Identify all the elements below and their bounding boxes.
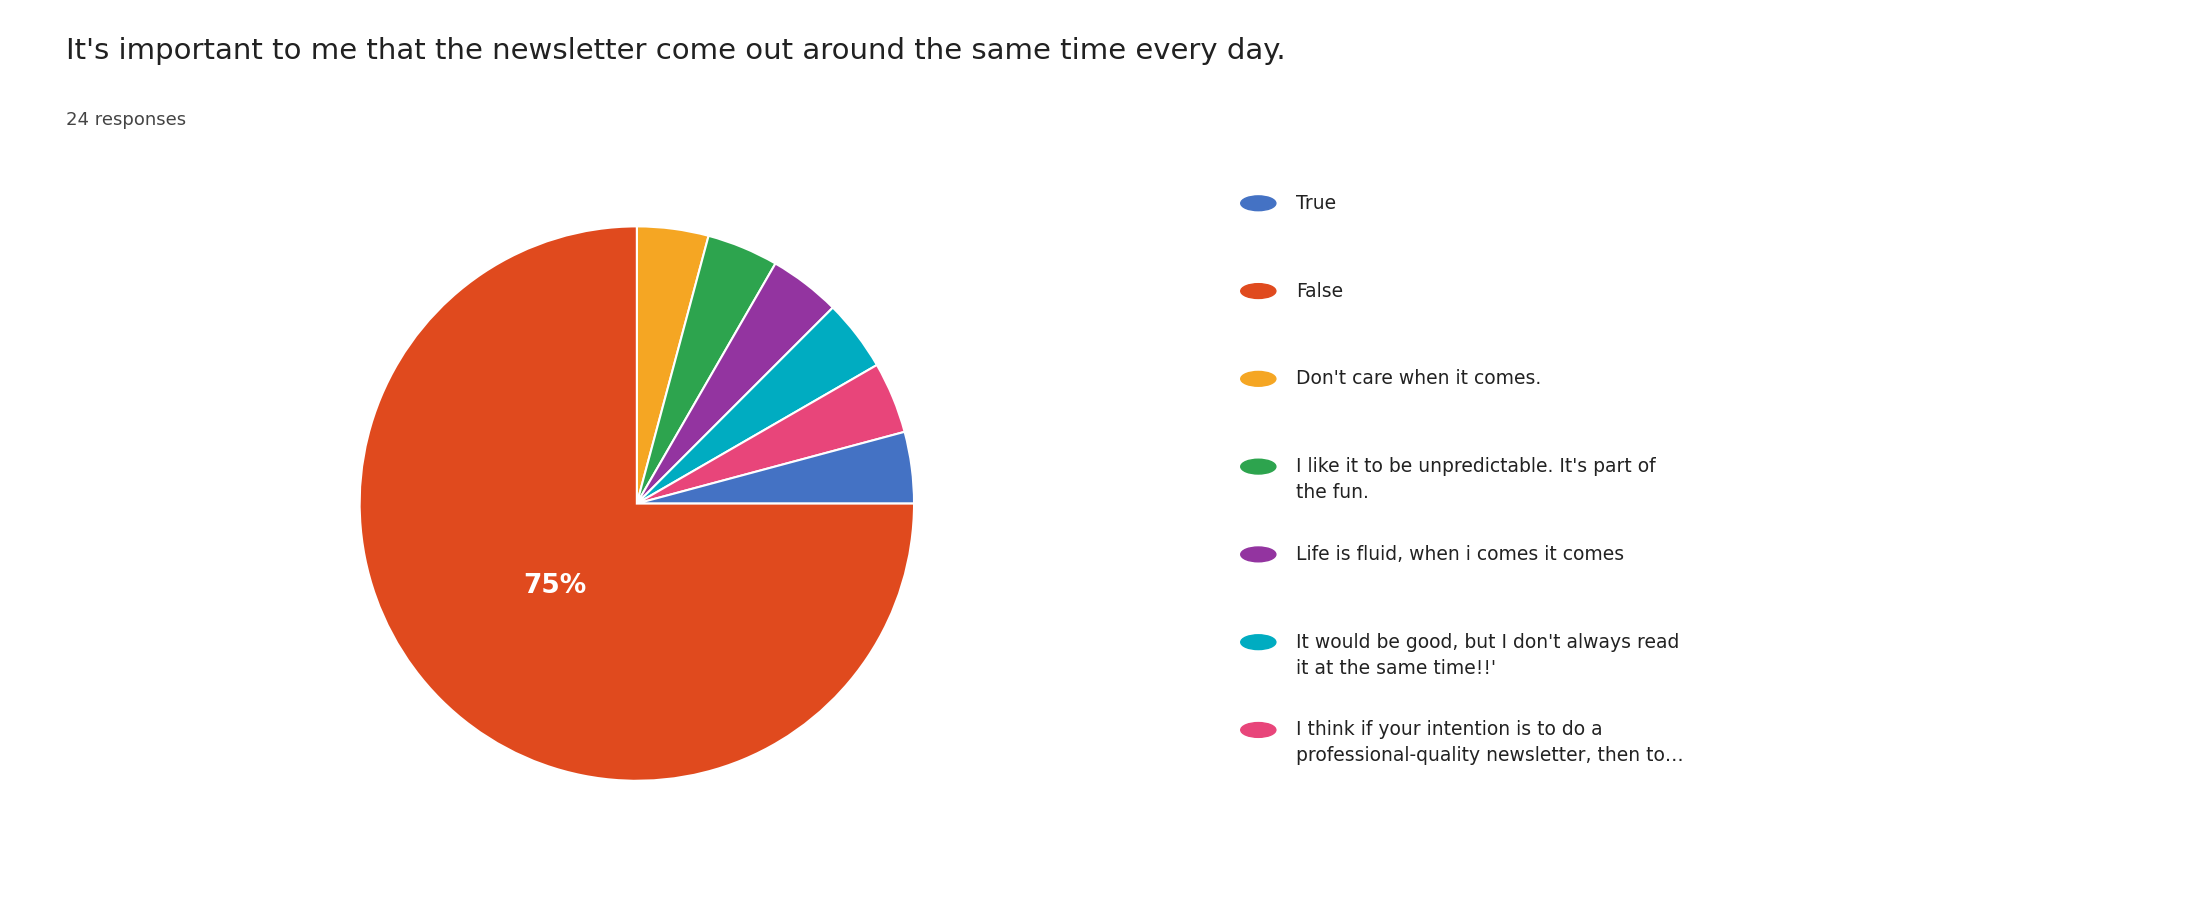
Text: the fun.: the fun. [1296,483,1368,502]
Text: it at the same time!!': it at the same time!!' [1296,659,1495,677]
Text: professional-quality newsletter, then to…: professional-quality newsletter, then to… [1296,747,1684,765]
Text: I think if your intention is to do a: I think if your intention is to do a [1296,721,1603,739]
Text: I like it to be unpredictable. It's part of: I like it to be unpredictable. It's part… [1296,457,1656,476]
Text: 24 responses: 24 responses [66,111,187,128]
Text: True: True [1296,194,1335,213]
Text: 75%: 75% [523,573,586,599]
Text: It would be good, but I don't always read: It would be good, but I don't always rea… [1296,633,1680,651]
Text: False: False [1296,282,1342,300]
Wedge shape [360,226,914,781]
Wedge shape [637,226,709,504]
Text: Don't care when it comes.: Don't care when it comes. [1296,370,1542,388]
Wedge shape [637,263,832,504]
Wedge shape [637,236,775,504]
Text: Life is fluid, when i comes it comes: Life is fluid, when i comes it comes [1296,545,1623,564]
Wedge shape [637,365,905,504]
Text: It's important to me that the newsletter come out around the same time every day: It's important to me that the newsletter… [66,37,1285,65]
Wedge shape [637,432,914,504]
Wedge shape [637,308,876,504]
